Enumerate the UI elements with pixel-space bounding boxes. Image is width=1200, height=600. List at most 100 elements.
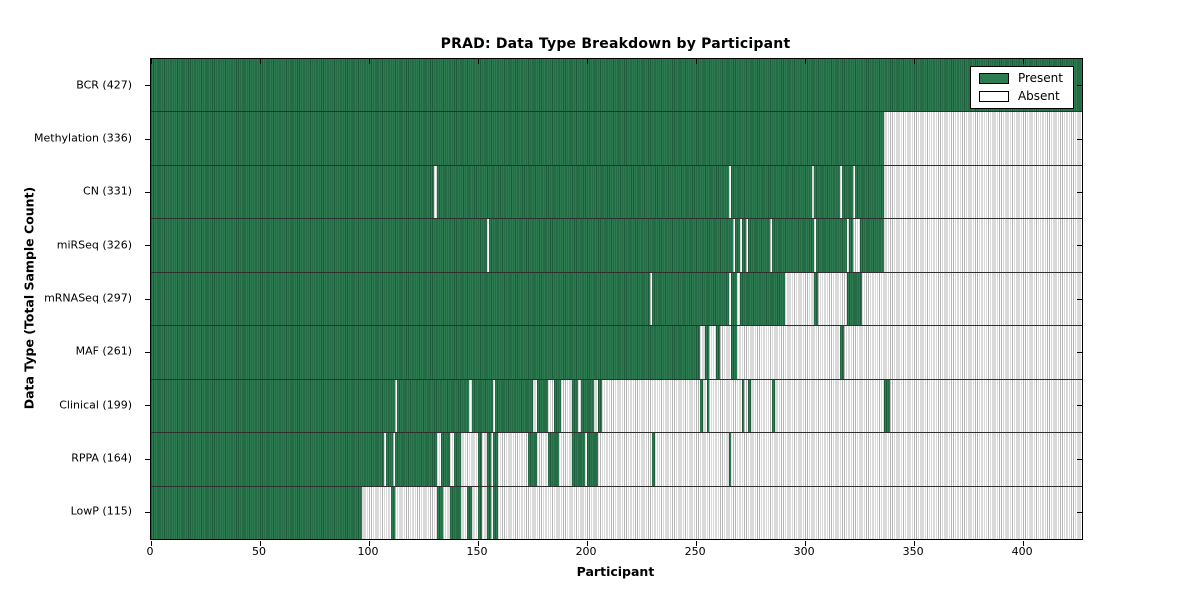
x-tick-mark (478, 540, 480, 546)
y-tick-label: MAF (261) (75, 344, 132, 358)
present-swatch (978, 72, 1009, 84)
present-segment (488, 219, 734, 272)
absent-swatch (978, 90, 1009, 102)
y-tick-label: LowP (115) (70, 504, 132, 518)
present-segment (454, 433, 461, 486)
present-segment (571, 433, 585, 486)
x-tick-mark (587, 540, 589, 546)
presence-row-methylation (151, 111, 1082, 165)
presence-row-lowp (151, 485, 1082, 539)
legend: Present Absent (969, 66, 1074, 109)
present-segment (739, 272, 786, 326)
present-segment (151, 326, 701, 379)
x-tick-label: 50 (252, 545, 267, 558)
present-segment (536, 379, 548, 433)
x-tick-mark (696, 540, 698, 546)
presence-matrix (151, 59, 1082, 539)
y-tick-mark (1077, 405, 1082, 407)
x-tick-mark (1023, 59, 1025, 64)
present-segment (839, 326, 845, 379)
present-segment (397, 379, 470, 433)
y-tick-mark (1077, 245, 1082, 247)
present-segment (715, 326, 721, 379)
y-tick-labels: BCR (427) Methylation (336) CN (331) miRSeq… (0, 58, 142, 538)
present-segment (493, 486, 498, 539)
y-tick-label: Clinical (199) (59, 398, 132, 412)
x-tick-mark (369, 540, 371, 546)
x-tick-label: 400 (1011, 545, 1033, 558)
y-tick-mark (1077, 458, 1082, 460)
y-tick-mark (1077, 138, 1082, 140)
present-segment (571, 379, 579, 433)
x-tick-mark (478, 59, 480, 64)
x-tick-mark (914, 540, 916, 546)
present-segment (748, 379, 751, 433)
present-segment (587, 433, 598, 486)
x-tick-mark (369, 59, 371, 64)
y-tick-mark (144, 245, 150, 247)
x-tick-mark (260, 59, 262, 64)
present-segment (151, 219, 487, 272)
y-tick-mark (1077, 511, 1082, 513)
present-segment (436, 165, 729, 219)
present-segment (704, 326, 710, 379)
x-axis-label: Participant (576, 564, 655, 579)
x-tick-label: 200 (575, 545, 597, 558)
present-segment (772, 379, 775, 433)
y-tick-label: miRSeq (326) (56, 238, 132, 252)
x-tick-label: 0 (146, 545, 154, 558)
present-segment (700, 379, 703, 433)
legend-item-present: Present (978, 72, 1063, 84)
present-segment (855, 165, 884, 219)
x-tick-mark (587, 59, 589, 64)
present-segment (471, 379, 494, 433)
presence-row-cn (151, 164, 1082, 219)
present-segment (151, 486, 363, 539)
y-tick-mark (1077, 351, 1082, 353)
y-tick-mark (144, 511, 150, 513)
presence-row-bcr (151, 59, 1082, 112)
present-segment (493, 433, 498, 486)
y-tick-mark (144, 85, 150, 87)
present-segment (706, 379, 710, 433)
present-segment (772, 219, 814, 272)
presence-row-mirseq (151, 218, 1082, 272)
present-segment (528, 433, 537, 486)
y-tick-mark (144, 191, 150, 193)
present-segment (730, 272, 738, 326)
plot-area: Present Absent (144, 58, 1083, 546)
legend-label-absent: Absent (1017, 89, 1060, 103)
present-segment (730, 326, 738, 379)
chart-title: PRAD: Data Type Breakdown by Participant (440, 36, 791, 52)
y-tick-mark (1077, 298, 1082, 300)
y-tick-mark (144, 138, 150, 140)
x-tick-mark (805, 540, 807, 546)
present-segment (846, 272, 862, 326)
x-tick-label: 100 (357, 545, 379, 558)
present-segment (652, 272, 729, 326)
presence-row-mrnaseq (151, 271, 1082, 326)
present-segment (597, 379, 603, 433)
present-segment (859, 219, 884, 272)
y-tick-mark (144, 458, 150, 460)
present-segment (390, 486, 396, 539)
present-segment (748, 219, 771, 272)
x-tick-label: 350 (902, 545, 924, 558)
present-segment (386, 433, 393, 486)
present-segment (449, 486, 461, 539)
present-segment (741, 379, 745, 433)
presence-row-rppa (151, 432, 1082, 486)
x-tick-label: 300 (793, 545, 815, 558)
y-tick-label: Methylation (336) (34, 131, 132, 145)
y-tick-label: RPPA (164) (71, 451, 132, 465)
present-segment (486, 433, 492, 486)
present-segment (580, 379, 594, 433)
y-tick-mark (144, 405, 150, 407)
present-segment (151, 112, 884, 165)
present-segment (735, 219, 740, 272)
x-tick-mark (805, 59, 807, 64)
y-tick-mark (144, 298, 150, 300)
present-segment (151, 272, 651, 326)
presence-row-maf (151, 325, 1082, 379)
